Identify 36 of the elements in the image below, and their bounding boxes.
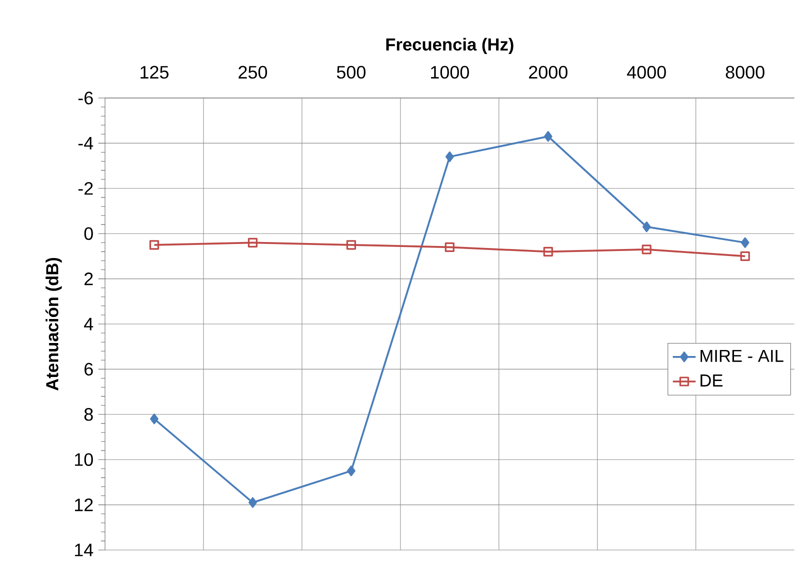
point xyxy=(642,244,652,254)
x-tick-label: 8000 xyxy=(726,66,764,79)
point xyxy=(543,247,553,257)
point xyxy=(740,237,750,248)
y-tick-label: 14 xyxy=(74,544,94,556)
y-tick-label: -2 xyxy=(78,182,93,195)
y-tick-label: 2 xyxy=(84,272,93,286)
x-tick-label: 2000 xyxy=(529,66,568,79)
y-tick-label: 6 xyxy=(84,363,93,376)
point xyxy=(346,466,356,476)
point xyxy=(248,497,257,508)
x-tick-label: 1000 xyxy=(431,66,469,79)
legend-label: DE xyxy=(700,374,723,387)
y-tick-label: 4 xyxy=(84,318,94,330)
x-tick-label: 250 xyxy=(238,66,268,79)
point xyxy=(445,152,454,162)
point xyxy=(444,242,454,252)
y-tick-label: 10 xyxy=(74,453,93,466)
x-tick-label: 125 xyxy=(140,66,169,79)
y-tick-label: 0 xyxy=(84,227,93,240)
x-tick-label: 500 xyxy=(336,66,366,79)
y-tick-label: -6 xyxy=(78,92,93,105)
legend-label: MIRE - AIL xyxy=(700,350,784,362)
point xyxy=(346,240,356,250)
x-axis-title: Frecuencia (Hz) xyxy=(386,38,514,54)
point xyxy=(544,131,552,142)
y-tick-label: 12 xyxy=(74,498,93,512)
point xyxy=(248,238,258,248)
x-tick-label: 4000 xyxy=(627,66,666,79)
y-tick-label: 8 xyxy=(84,408,93,421)
point xyxy=(740,252,750,262)
point xyxy=(149,240,160,250)
y-axis-title: Atenuación (dB) xyxy=(45,258,62,391)
point xyxy=(642,222,651,232)
point xyxy=(150,414,158,424)
y-tick-label: -4 xyxy=(78,137,94,150)
